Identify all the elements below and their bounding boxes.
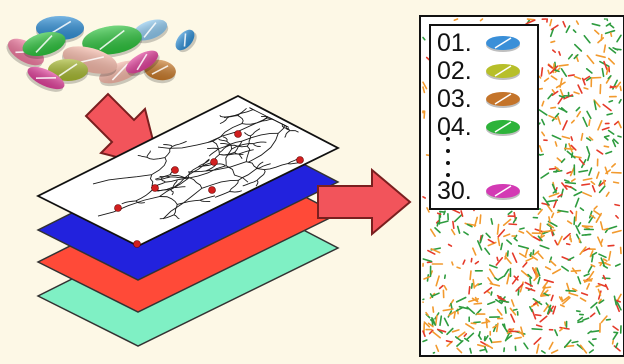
legend-item-label: 01. bbox=[437, 29, 472, 57]
legend-item: 04. bbox=[437, 114, 521, 140]
pill-pile bbox=[6, 16, 197, 92]
pill-icon bbox=[175, 29, 197, 53]
pill-icon bbox=[26, 66, 65, 92]
map-stream-segments bbox=[422, 18, 622, 354]
pill-icon bbox=[486, 120, 520, 136]
pill-icon bbox=[48, 59, 88, 84]
legend-item: 01. bbox=[437, 30, 521, 56]
pill-icon bbox=[486, 64, 520, 80]
pill-icon bbox=[486, 36, 520, 52]
map-layer-stack bbox=[35, 94, 340, 347]
legend-item-label: 02. bbox=[437, 57, 472, 85]
legend-item-label: 03. bbox=[437, 85, 472, 113]
pill-icon bbox=[486, 92, 520, 108]
pill-icon bbox=[486, 184, 520, 200]
vertical-ellipsis bbox=[444, 137, 452, 177]
sampling-site-marker bbox=[210, 158, 218, 166]
legend-item: 03. bbox=[437, 86, 521, 112]
sampling-site-marker bbox=[114, 204, 122, 212]
pill-icon bbox=[82, 25, 143, 58]
pill-icon bbox=[22, 31, 67, 59]
sampling-site-marker bbox=[208, 186, 216, 194]
sampling-site-marker bbox=[234, 130, 242, 138]
species-legend: 01. 02. 03. 04. 30. bbox=[429, 24, 539, 210]
pill-icon bbox=[143, 59, 176, 84]
legend-item: 02. bbox=[437, 58, 521, 84]
sampling-site-marker bbox=[151, 184, 159, 192]
arrow-right-icon bbox=[317, 167, 412, 237]
pill-icon bbox=[125, 50, 160, 76]
sampling-site-marker bbox=[171, 166, 179, 174]
sampling-site-marker bbox=[133, 240, 141, 248]
legend-item-label: 30. bbox=[437, 177, 472, 205]
legend-item-label: 04. bbox=[437, 113, 472, 141]
legend-item: 30. bbox=[437, 178, 521, 204]
sampling-sites bbox=[114, 130, 304, 248]
sampling-site-marker bbox=[296, 156, 304, 164]
stream-network-layer bbox=[35, 94, 340, 248]
